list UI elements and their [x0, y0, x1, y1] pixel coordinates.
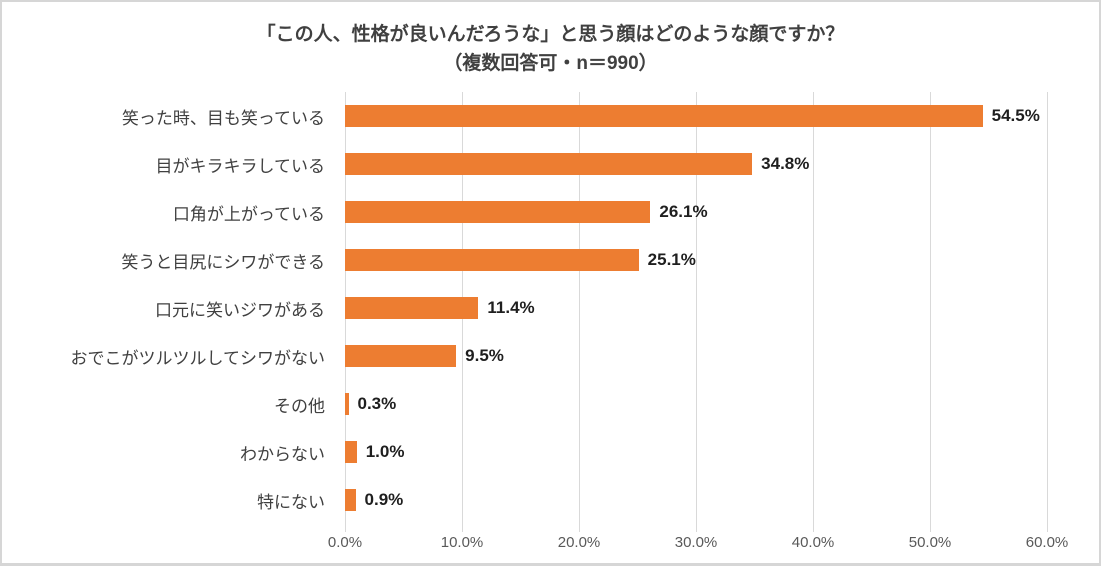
value-label: 54.5% [991, 106, 1040, 125]
chart-title-line2: （複数回答可・n＝990） [443, 53, 658, 75]
value-label: 34.8% [761, 154, 810, 173]
bar [345, 201, 651, 223]
bar-row: 0.3% [345, 380, 1047, 428]
value-label: 0.9% [364, 490, 404, 509]
category-label: 笑うと目尻にシワができる [121, 252, 325, 272]
category-label: おでこがツルツルしてシワがない [70, 348, 326, 368]
bar [345, 489, 356, 511]
category-label: 笑った時、目も笑っている [121, 108, 325, 128]
x-axis: 0.0% 10.0% 20.0% 30.0% 40.0% 50.0% 60.0% [328, 534, 1068, 556]
bar [345, 249, 639, 271]
category-label: その他 [274, 396, 325, 416]
gridline [696, 92, 697, 532]
gridline [930, 92, 931, 532]
bar [345, 393, 349, 415]
chart-title-line1: 「この人、性格が良いんだろうな」と思う顔はどのような顔ですか？ [256, 24, 845, 45]
gridline [813, 92, 814, 532]
bar [345, 105, 983, 127]
bar-row: 11.4% [345, 284, 1047, 332]
value-label: 25.1% [647, 250, 696, 269]
x-tick-label: 0.0% [327, 534, 363, 551]
value-label: 11.4% [487, 298, 535, 317]
chart-title: 「この人、性格が良いんだろうな」と思う顔はどのような顔ですか？ （複数回答可・n… [2, 20, 1099, 79]
value-label: 1.0% [365, 442, 405, 461]
gridline [579, 92, 580, 532]
bar [345, 153, 753, 175]
bar-row: 54.5% [345, 92, 1047, 140]
bar-row: 34.8% [345, 140, 1047, 188]
x-tick-label: 30.0% [674, 534, 718, 551]
bar-row: 25.1% [345, 236, 1047, 284]
x-tick-label: 40.0% [791, 534, 835, 551]
plot-area: 54.5% 34.8% 26.1% 25.1% 11.4% 9.5% [345, 92, 1048, 532]
value-label: 26.1% [659, 202, 708, 221]
category-axis: 笑った時、目も笑っている 目がキラキラしている 口角が上がっている 笑うと目尻に… [2, 92, 335, 524]
category-label: 口元に笑いジワがある [155, 300, 325, 320]
bar-row: 0.9% [345, 476, 1047, 524]
value-label: 9.5% [465, 346, 504, 365]
x-tick-label: 20.0% [557, 534, 601, 551]
bar [345, 441, 357, 463]
bar-rows: 54.5% 34.8% 26.1% 25.1% 11.4% 9.5% [345, 92, 1047, 524]
category-label: わからない [240, 444, 325, 464]
bar-row: 26.1% [345, 188, 1047, 236]
bar-row: 1.0% [345, 428, 1047, 476]
category-label: 目がキラキラしている [155, 156, 326, 176]
value-label: 0.3% [357, 394, 397, 413]
x-tick-label: 50.0% [908, 534, 952, 551]
category-label: 特にない [257, 492, 325, 512]
x-tick-label: 60.0% [1025, 534, 1069, 551]
bar [345, 297, 479, 319]
gridline [1047, 92, 1048, 532]
bar [345, 345, 457, 367]
category-label: 口角が上がっている [172, 204, 325, 224]
bar-row: 9.5% [345, 332, 1047, 380]
x-tick-label: 10.0% [440, 534, 484, 551]
